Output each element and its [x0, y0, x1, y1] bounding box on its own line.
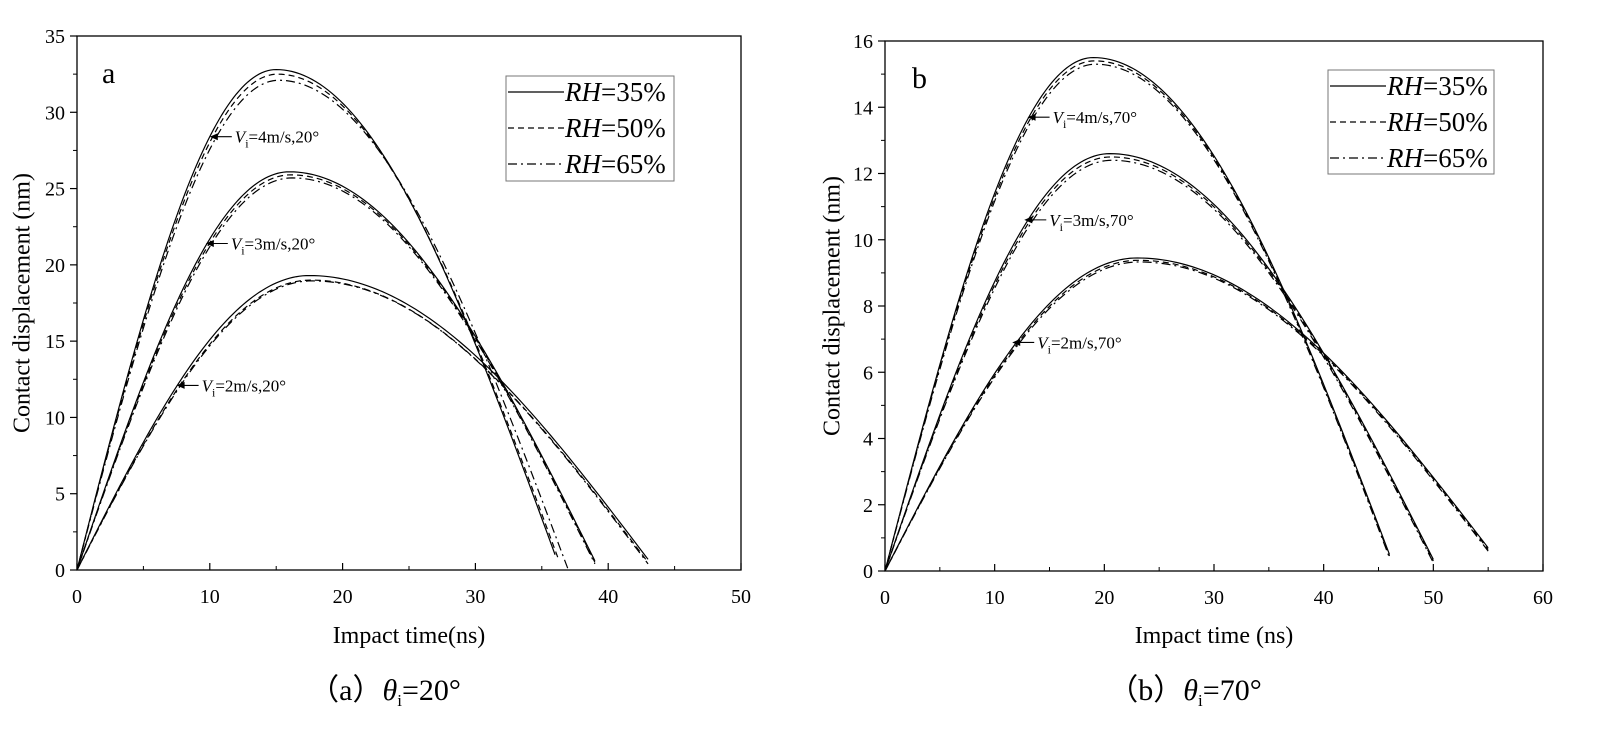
series-line-vi-2m-s-rh65	[76, 280, 649, 571]
series-line-vi-2m-s-rh50	[884, 259, 1489, 572]
y-tick-label: 8	[863, 296, 873, 318]
y-tick-label: 20	[45, 255, 65, 277]
legend-label: RH=35%	[1386, 71, 1488, 101]
panel-letter: a	[102, 57, 115, 90]
series-line-vi-3m-s-rh35	[884, 153, 1434, 572]
curve-annotation: Vi=2m/s,20°	[176, 376, 286, 399]
y-axis-title: Contact displacement (nm)	[820, 176, 846, 436]
annotation-arrow-head	[1024, 216, 1033, 224]
x-tick-label: 40	[598, 586, 618, 608]
curve-annotation: Vi=4m/s,70°	[1027, 108, 1137, 131]
curve-annotation: Vi=3m/s,20°	[205, 234, 315, 257]
legend-label: RH=50%	[564, 113, 666, 143]
y-tick-label: 12	[853, 164, 873, 186]
y-tick-label: 16	[853, 31, 873, 53]
y-tick-label: 2	[863, 495, 873, 517]
annotation-label: Vi=3m/s,20°	[231, 234, 315, 257]
curve-annotation: Vi=4m/s,20°	[209, 128, 319, 151]
series-line-vi-3m-s-rh50	[884, 156, 1434, 572]
annotation-arrow-head	[1027, 113, 1036, 121]
x-axis-title: Impact time (ns)	[1135, 623, 1294, 649]
legend: RH=35% RH=50% RH=65%	[1327, 69, 1495, 175]
y-axis-title: Contact displacement (nm)	[10, 173, 36, 433]
annotation-arrow-head	[209, 133, 218, 141]
x-tick-label: 10	[985, 587, 1005, 609]
y-tick-label: 5	[55, 484, 65, 506]
x-tick-label: 20	[1094, 587, 1114, 609]
series-line-vi-3m-s-rh65	[76, 177, 596, 571]
series-line-vi-3m-s-rh65	[884, 159, 1434, 572]
annotation-label: Vi=3m/s,70°	[1049, 211, 1133, 234]
x-tick-label: 0	[72, 586, 82, 608]
legend-label: RH=50%	[1386, 107, 1488, 137]
series-line-vi-3m-s-rh50	[76, 174, 596, 571]
annotation-label: Vi=4m/s,70°	[1053, 108, 1137, 131]
annotation-arrow-head	[1012, 338, 1021, 346]
annotation-arrow-head	[205, 239, 214, 247]
y-tick-label: 10	[853, 230, 873, 252]
panel-letter: b	[912, 62, 927, 95]
x-tick-label: 30	[465, 586, 485, 608]
panel-caption: （b）θi=70°	[1108, 674, 1261, 710]
x-tick-label: 0	[880, 587, 890, 609]
x-tick-label: 50	[731, 586, 751, 608]
series-line-vi-4m-s-rh65	[884, 63, 1391, 572]
annotation-label: Vi=2m/s,70°	[1037, 333, 1121, 356]
legend-label: RH=65%	[564, 149, 666, 179]
x-tick-label: 60	[1533, 587, 1553, 609]
legend-label: RH=65%	[1386, 143, 1488, 173]
x-tick-label: 50	[1423, 587, 1443, 609]
y-tick-label: 10	[45, 407, 65, 429]
series-line-vi-2m-s-rh50	[76, 279, 649, 571]
chart-panel-a: 0 10 20 30 40 50 0 5 10 15 20 25 30 35 Impact time(ns)…	[10, 26, 752, 649]
annotation-label: Vi=2m/s,20°	[202, 376, 286, 399]
y-tick-label: 14	[853, 97, 873, 119]
chart-panel-b: 0 10 20 30 40 50 60 0 2 4 6 8 10 12 14 16 Impact time (n…	[820, 31, 1554, 649]
series-line-vi-3m-s-rh35	[76, 171, 596, 571]
y-tick-label: 0	[863, 561, 873, 583]
series-line-vi-4m-s-rh65	[76, 79, 569, 571]
y-tick-label: 6	[863, 362, 873, 384]
panel-caption: （a）θi=20°	[309, 674, 461, 710]
x-axis-title: Impact time(ns)	[333, 623, 486, 649]
legend: RH=35% RH=50% RH=65%	[505, 75, 675, 182]
series-line-vi-2m-s-rh65	[884, 261, 1489, 572]
series-line-vi-2m-s-rh35	[76, 274, 649, 571]
annotation-label: Vi=4m/s,20°	[235, 128, 319, 151]
series-line-vi-2m-s-rh35	[884, 257, 1489, 572]
curve-annotation: Vi=2m/s,70°	[1012, 333, 1122, 356]
series-line-vi-4m-s-rh50	[76, 73, 560, 571]
annotation-arrow-head	[176, 381, 185, 389]
x-tick-label: 30	[1204, 587, 1224, 609]
legend-label: RH=35%	[564, 77, 666, 107]
x-tick-label: 10	[200, 586, 220, 608]
x-tick-label: 40	[1314, 587, 1334, 609]
series-line-vi-4m-s-rh50	[884, 60, 1391, 572]
y-tick-label: 35	[45, 26, 65, 48]
series-line-vi-4m-s-rh35	[76, 68, 556, 571]
y-tick-label: 30	[45, 102, 65, 124]
y-tick-label: 25	[45, 179, 65, 201]
y-tick-label: 4	[863, 429, 873, 451]
x-tick-label: 20	[333, 586, 353, 608]
y-tick-label: 15	[45, 331, 65, 353]
curve-annotation: Vi=3m/s,70°	[1024, 211, 1134, 234]
y-tick-label: 0	[55, 560, 65, 582]
series-line-vi-4m-s-rh35	[884, 56, 1391, 572]
